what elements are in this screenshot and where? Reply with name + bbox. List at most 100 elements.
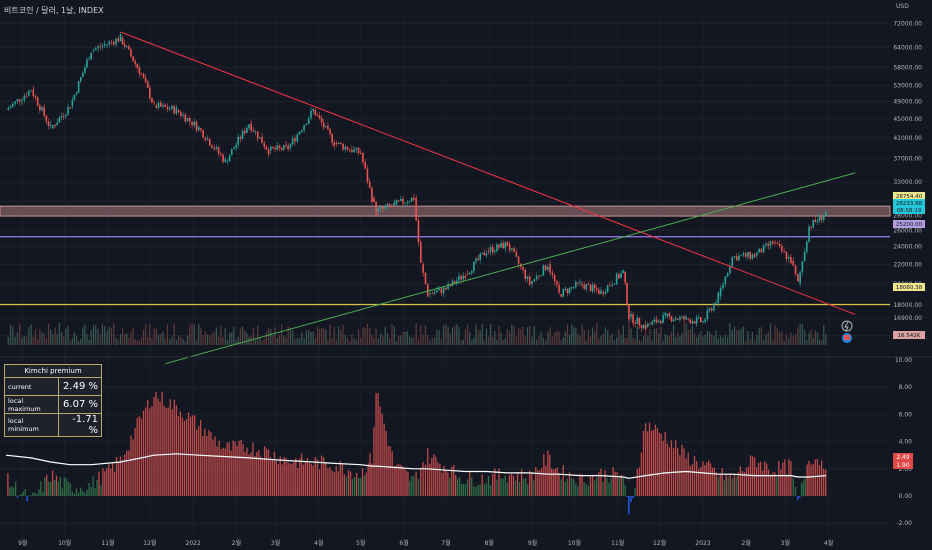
candle-body (485, 253, 488, 256)
volume-bar (801, 323, 803, 345)
premium-bar (34, 492, 36, 496)
volume-bar (778, 331, 781, 345)
volume-bar (751, 331, 753, 345)
time-axis[interactable]: 9월 10월 11월 12월 2022 2월 3월 4월 5월 6월 7월 8월 9월 10월 11월 12월… (18, 539, 833, 547)
candle-body (626, 283, 628, 306)
volume-bar (700, 331, 702, 345)
flag-icon[interactable] (842, 333, 852, 343)
candle-body (175, 107, 178, 114)
premium-bar (591, 474, 594, 496)
volume-bar (82, 327, 84, 345)
candle-body (710, 308, 713, 311)
premium-bar (816, 458, 819, 496)
volume-bar (483, 340, 485, 345)
premium-bar (51, 470, 54, 496)
premium-bar (739, 466, 741, 496)
volume-bar (587, 329, 590, 345)
volume-bar (794, 333, 797, 345)
candle-body (570, 287, 573, 289)
candle-body (547, 266, 549, 270)
candle-body (157, 102, 160, 109)
volume-bar (520, 329, 522, 345)
candle-body (771, 241, 774, 244)
volume-bar (560, 340, 562, 345)
candle-body (464, 275, 467, 278)
candle-body (683, 316, 685, 320)
volume-bar (616, 337, 618, 345)
premium-bar (583, 482, 585, 496)
volume-bar (325, 329, 327, 345)
candle-body (456, 280, 458, 284)
volume-bar (97, 328, 99, 345)
premium-bar (522, 478, 525, 496)
premium-bar (535, 467, 537, 496)
volume-bar (47, 323, 50, 345)
volume-bar (78, 340, 80, 345)
candle-body (785, 251, 788, 259)
candle-body (744, 253, 747, 257)
candle-body (447, 284, 449, 289)
candle-body (693, 321, 696, 324)
lightning-icon[interactable] (841, 320, 853, 332)
volume-bar (506, 328, 509, 345)
volume-bar (502, 339, 504, 345)
volume-bar (52, 334, 54, 345)
volume-bar (547, 331, 549, 345)
premium-bar (780, 469, 782, 496)
premium-bar (747, 466, 750, 496)
volume-bar (415, 323, 417, 345)
premium-bar (252, 442, 254, 496)
premium-bar (531, 472, 533, 496)
premium-bar (42, 492, 44, 496)
premium-bar (485, 482, 488, 496)
volume-bar (244, 330, 246, 345)
volume-bar (767, 331, 769, 345)
premium-bar (496, 479, 498, 496)
premium-bar (355, 472, 358, 496)
candle-body (362, 153, 364, 163)
premium-bar (283, 457, 285, 496)
premium-bar (797, 496, 799, 500)
candle-body (140, 73, 143, 75)
premium-bar (377, 393, 379, 496)
premium-bar (36, 494, 38, 496)
volume-bar (556, 330, 558, 345)
premium-bar (516, 471, 519, 496)
candle-body (679, 317, 681, 320)
premium-bar (695, 461, 698, 496)
premium-bar (236, 445, 238, 496)
trendlines[interactable] (120, 31, 856, 365)
premium-bar (784, 459, 786, 496)
premium-tick-label: 2.00 (899, 466, 913, 473)
candle-body (106, 44, 108, 46)
premium-bar (115, 457, 118, 496)
volume-bar (451, 327, 454, 345)
premium-bar (26, 496, 28, 502)
candle-body (668, 313, 671, 317)
candle-body (254, 131, 257, 133)
premium-tick-label: 0.00 (899, 493, 913, 500)
volume-bar (193, 324, 195, 345)
premium-axis[interactable]: -2.00 0.00 2.00 4.00 6.00 8.00 10.00 (895, 357, 912, 527)
volume-bar (810, 329, 812, 345)
premium-bar (246, 447, 248, 496)
premium-bars (7, 391, 827, 515)
premium-bar (163, 405, 165, 496)
volume-bar (60, 332, 63, 345)
volume-bar (466, 324, 469, 345)
volume-bar (417, 338, 420, 345)
volume-bar (687, 329, 689, 345)
volume-bar (792, 335, 794, 345)
price-axis[interactable]: 15500.0016900.0018000.0020000.0022000.00… (893, 20, 922, 339)
volume-bar (298, 338, 301, 345)
premium-bar (254, 456, 256, 496)
candle-body (473, 261, 475, 272)
candle-body (222, 154, 224, 162)
candle-body (399, 198, 402, 201)
candle-body (197, 127, 200, 131)
premium-bar (447, 472, 449, 496)
premium-bar (360, 478, 362, 496)
premium-bar (616, 472, 618, 496)
premium-bar (638, 467, 640, 496)
